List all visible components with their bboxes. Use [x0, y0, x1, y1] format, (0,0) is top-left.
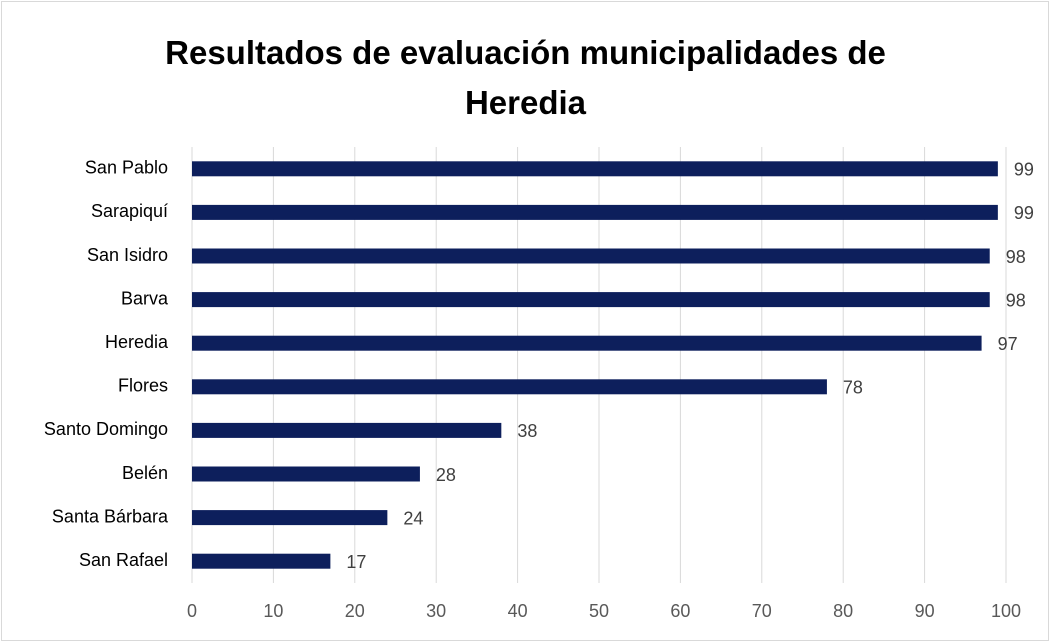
- y-tick-label: Belén: [122, 463, 168, 483]
- x-tick-label: 10: [263, 601, 283, 621]
- bar: [192, 335, 982, 351]
- x-tick-label: 60: [670, 601, 690, 621]
- x-tick-label: 50: [589, 601, 609, 621]
- y-tick-label: San Pablo: [85, 158, 168, 178]
- x-tick-label: 80: [833, 601, 853, 621]
- value-label: 99: [1014, 203, 1034, 223]
- y-tick-label: San Rafael: [79, 550, 168, 570]
- x-tick-label: 30: [426, 601, 446, 621]
- y-tick-label: Sarapiquí: [91, 201, 168, 221]
- bar: [192, 248, 990, 264]
- bar: [192, 204, 998, 220]
- bar: [192, 510, 388, 526]
- chart-title: Resultados de evaluación municipalidades…: [165, 34, 886, 121]
- bar: [192, 379, 827, 395]
- value-label: 99: [1014, 160, 1034, 180]
- x-tick-label: 20: [345, 601, 365, 621]
- y-tick-label: San Isidro: [87, 245, 168, 265]
- bar: [192, 466, 420, 482]
- y-tick-label: Santa Bárbara: [52, 506, 169, 526]
- bar: [192, 292, 990, 308]
- y-tick-label: Heredia: [105, 332, 169, 352]
- y-tick-label: Barva: [121, 288, 169, 308]
- value-label: 98: [1006, 247, 1026, 267]
- value-label: 28: [436, 465, 456, 485]
- value-label: 38: [517, 421, 537, 441]
- x-tick-label: 90: [915, 601, 935, 621]
- bar: [192, 553, 331, 569]
- x-tick-label: 70: [752, 601, 772, 621]
- x-tick-label: 100: [991, 601, 1021, 621]
- value-label: 17: [346, 552, 366, 572]
- bar: [192, 161, 998, 177]
- bar: [192, 422, 502, 438]
- x-tick-label: 0: [187, 601, 197, 621]
- value-label: 24: [403, 508, 423, 528]
- value-label: 78: [843, 378, 863, 398]
- value-label: 98: [1006, 290, 1026, 310]
- value-label: 97: [998, 334, 1018, 354]
- x-tick-label: 40: [508, 601, 528, 621]
- y-tick-label: Santo Domingo: [44, 419, 168, 439]
- y-tick-label: Flores: [118, 376, 168, 396]
